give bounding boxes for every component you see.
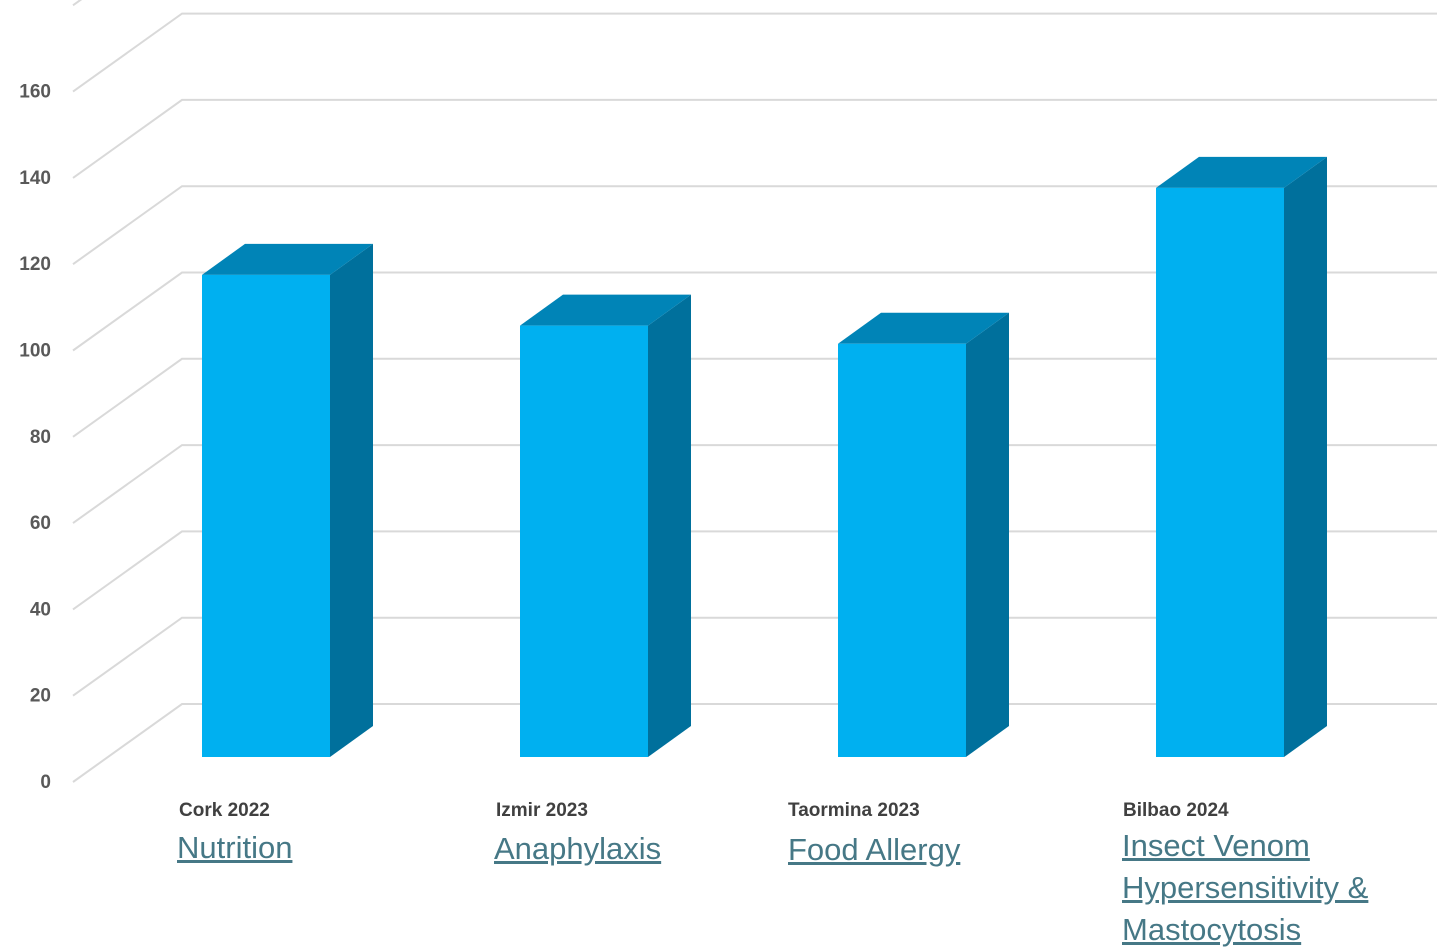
category-label-cork: Cork 2022	[179, 800, 270, 821]
gridline	[72, 616, 1437, 697]
bar	[1156, 156, 1327, 757]
y-tick-label: 20	[30, 686, 51, 707]
bar-top-face	[838, 312, 1009, 344]
bar	[202, 243, 373, 757]
bars	[202, 156, 1327, 757]
bar-side-face	[966, 312, 1009, 757]
y-tick-label: 120	[19, 254, 51, 275]
bar	[520, 294, 691, 757]
topic-link-anaphylaxis[interactable]: Anaphylaxis	[494, 831, 662, 866]
category-label-izmir: Izmir 2023	[496, 800, 588, 821]
y-tick-label: 60	[30, 513, 51, 534]
topic-link-food-allergy[interactable]: Food Allergy	[788, 832, 961, 867]
y-axis: 0 20 40 60 80 100 120 140 160	[19, 82, 51, 793]
bar-side-face	[1284, 156, 1327, 757]
bar-top-face	[202, 243, 373, 275]
bar-side-face	[648, 294, 691, 757]
bar-front-face	[838, 343, 966, 757]
gridline	[72, 444, 1437, 524]
gridline	[72, 185, 1437, 266]
bar-top-face	[520, 294, 691, 326]
gridline	[72, 271, 1437, 352]
bar-front-face	[202, 274, 330, 757]
category-label-bilbao: Bilbao 2024	[1123, 800, 1229, 821]
bar	[838, 312, 1009, 757]
bar-front-face	[520, 325, 648, 757]
topic-link-insect-venom[interactable]: Insect Venom Hypersensitivity & Mastocyt…	[1122, 828, 1369, 947]
bar-top-face	[1156, 156, 1327, 188]
gridline	[72, 0, 83, 7]
y-tick-label: 160	[19, 82, 51, 103]
gridline	[72, 530, 1437, 611]
gridlines	[72, 0, 1437, 783]
gridline	[72, 703, 1437, 783]
y-tick-label: 80	[30, 427, 51, 448]
y-tick-label: 140	[19, 168, 51, 189]
gridline	[72, 98, 1437, 179]
bar-front-face	[1156, 187, 1284, 757]
bar-side-face	[330, 243, 373, 757]
y-tick-label: 0	[40, 772, 51, 793]
category-label-taormina: Taormina 2023	[788, 800, 920, 821]
gridline	[72, 12, 1437, 93]
y-tick-label: 100	[19, 341, 51, 362]
topic-link-nutrition[interactable]: Nutrition	[177, 830, 293, 865]
y-tick-label: 40	[30, 599, 51, 620]
gridline	[72, 357, 1437, 438]
